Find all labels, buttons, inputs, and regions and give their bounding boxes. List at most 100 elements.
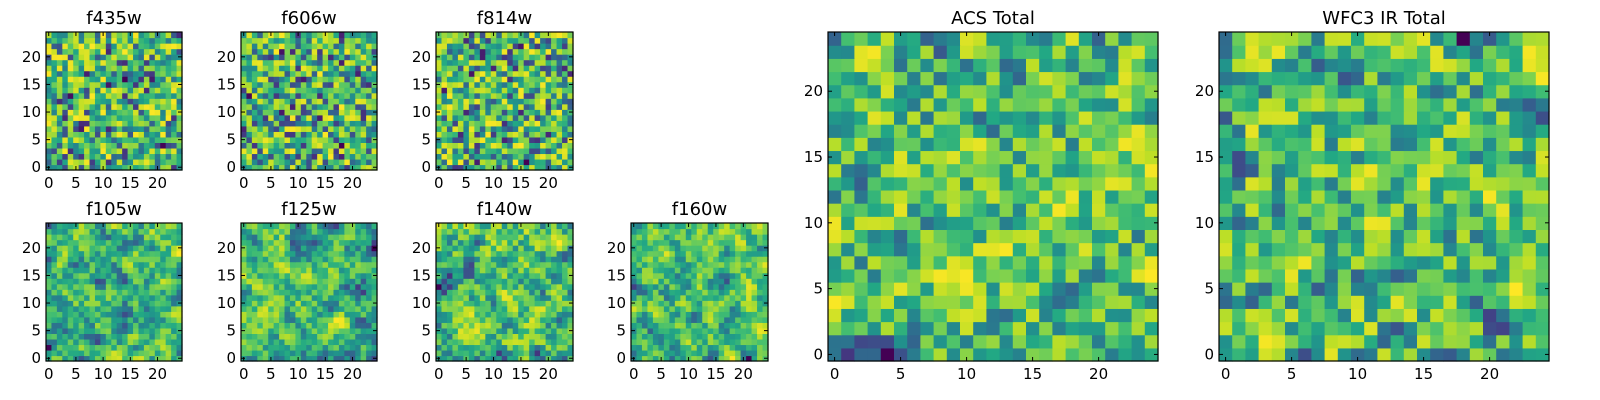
heatmap-cell bbox=[757, 289, 764, 296]
heatmap-cell bbox=[507, 32, 514, 39]
heatmap-cell bbox=[111, 305, 118, 312]
heatmap-cell bbox=[328, 76, 335, 83]
heatmap-cell bbox=[105, 76, 112, 83]
heatmap-cell bbox=[567, 316, 574, 323]
heatmap-cell bbox=[62, 158, 69, 166]
heatmap-cell bbox=[540, 278, 547, 285]
heatmap-cell bbox=[251, 48, 258, 55]
heatmap-cell bbox=[920, 150, 935, 165]
heatmap-cell bbox=[284, 344, 291, 351]
heatmap-cell bbox=[122, 245, 129, 252]
heatmap-cell bbox=[360, 125, 367, 132]
heatmap-cell bbox=[652, 300, 659, 307]
heatmap-cell bbox=[512, 344, 519, 351]
heatmap-cell bbox=[1105, 242, 1119, 257]
heatmap-cell bbox=[165, 131, 172, 138]
heatmap-cell bbox=[474, 43, 481, 50]
heatmap-cell bbox=[111, 228, 118, 235]
heatmap-cell bbox=[56, 136, 63, 143]
heatmap-cell bbox=[452, 158, 459, 166]
heatmap-cell bbox=[165, 125, 172, 132]
heatmap-cell bbox=[171, 76, 178, 83]
heatmap-cell bbox=[105, 228, 112, 235]
heatmap-cell bbox=[691, 272, 698, 279]
heatmap-cell bbox=[94, 278, 101, 285]
heatmap-cell bbox=[713, 239, 720, 246]
heatmap-cell bbox=[490, 158, 497, 166]
heatmap-cell bbox=[355, 109, 362, 116]
heatmap-cell bbox=[300, 294, 307, 301]
heatmap-cell bbox=[333, 333, 340, 340]
heatmap-cell bbox=[268, 294, 275, 301]
heatmap-cell bbox=[67, 239, 74, 246]
heatmap-cell bbox=[73, 142, 80, 149]
heatmap-cell bbox=[328, 355, 335, 362]
heatmap-cell bbox=[474, 103, 481, 110]
heatmap-cell bbox=[349, 316, 356, 323]
heatmap-cell bbox=[663, 305, 670, 312]
heatmap-cell bbox=[171, 147, 178, 155]
heatmap-cell bbox=[176, 283, 183, 290]
heatmap-cell bbox=[669, 327, 676, 334]
heatmap-cell bbox=[907, 347, 921, 362]
heatmap-cell bbox=[338, 103, 345, 110]
heatmap-cell bbox=[724, 322, 731, 329]
heatmap-cell bbox=[246, 81, 253, 88]
heatmap-cell bbox=[100, 245, 107, 252]
heatmap-cell bbox=[1026, 189, 1040, 204]
heatmap-cell bbox=[165, 76, 172, 83]
heatmap-cell bbox=[165, 136, 172, 143]
heatmap-cell bbox=[355, 294, 362, 301]
heatmap-cell bbox=[757, 245, 764, 252]
heatmap-cell bbox=[295, 120, 302, 127]
heatmap-cell bbox=[279, 239, 286, 246]
heatmap-cell bbox=[1092, 255, 1106, 270]
heatmap-cell bbox=[246, 32, 253, 39]
heatmap-cell bbox=[366, 114, 373, 121]
heatmap-cell bbox=[138, 70, 145, 77]
heatmap-cell bbox=[246, 327, 253, 334]
heatmap-cell bbox=[696, 305, 703, 312]
heatmap-cell bbox=[540, 81, 547, 88]
heatmap-cell bbox=[78, 48, 85, 55]
heatmap-cell bbox=[446, 109, 454, 116]
heatmap-cell bbox=[463, 333, 470, 340]
heatmap-cell bbox=[713, 228, 720, 235]
heatmap-cell bbox=[122, 147, 129, 155]
heatmap-cell bbox=[523, 125, 530, 132]
heatmap-cell bbox=[1065, 282, 1080, 296]
heatmap-cell bbox=[122, 228, 129, 235]
heatmap-cell bbox=[322, 37, 329, 44]
heatmap-cell bbox=[1078, 229, 1093, 244]
heatmap-cell bbox=[507, 120, 514, 127]
x-tick-label: 20 bbox=[539, 365, 558, 383]
heatmap-cell bbox=[78, 305, 85, 312]
heatmap-cell bbox=[46, 338, 53, 346]
heatmap-cell bbox=[289, 223, 296, 230]
heatmap-cell bbox=[284, 103, 291, 110]
heatmap-cell bbox=[322, 54, 329, 61]
heatmap-cell bbox=[306, 59, 313, 66]
heatmap-cell bbox=[133, 114, 140, 121]
heatmap-cell bbox=[344, 338, 351, 346]
heatmap-cell bbox=[468, 70, 475, 77]
heatmap-cell bbox=[268, 289, 275, 296]
heatmap-cell bbox=[143, 70, 150, 77]
heatmap-cell bbox=[841, 268, 855, 283]
heatmap-cell bbox=[317, 125, 324, 132]
heatmap-cell bbox=[338, 54, 345, 61]
heatmap-cell bbox=[751, 322, 758, 329]
heatmap-cell bbox=[446, 98, 454, 105]
heatmap-cell bbox=[880, 347, 895, 362]
heatmap-cell bbox=[100, 70, 107, 77]
heatmap-cell bbox=[317, 223, 324, 230]
heatmap-cell bbox=[154, 272, 161, 279]
heatmap-cell bbox=[344, 333, 351, 340]
heatmap-cell bbox=[441, 349, 448, 357]
heatmap-cell bbox=[724, 344, 731, 351]
heatmap-cell bbox=[56, 355, 63, 362]
heatmap-cell bbox=[246, 333, 253, 340]
heatmap-cell bbox=[512, 81, 519, 88]
heatmap-cell bbox=[551, 81, 558, 88]
heatmap-cell bbox=[94, 300, 101, 307]
